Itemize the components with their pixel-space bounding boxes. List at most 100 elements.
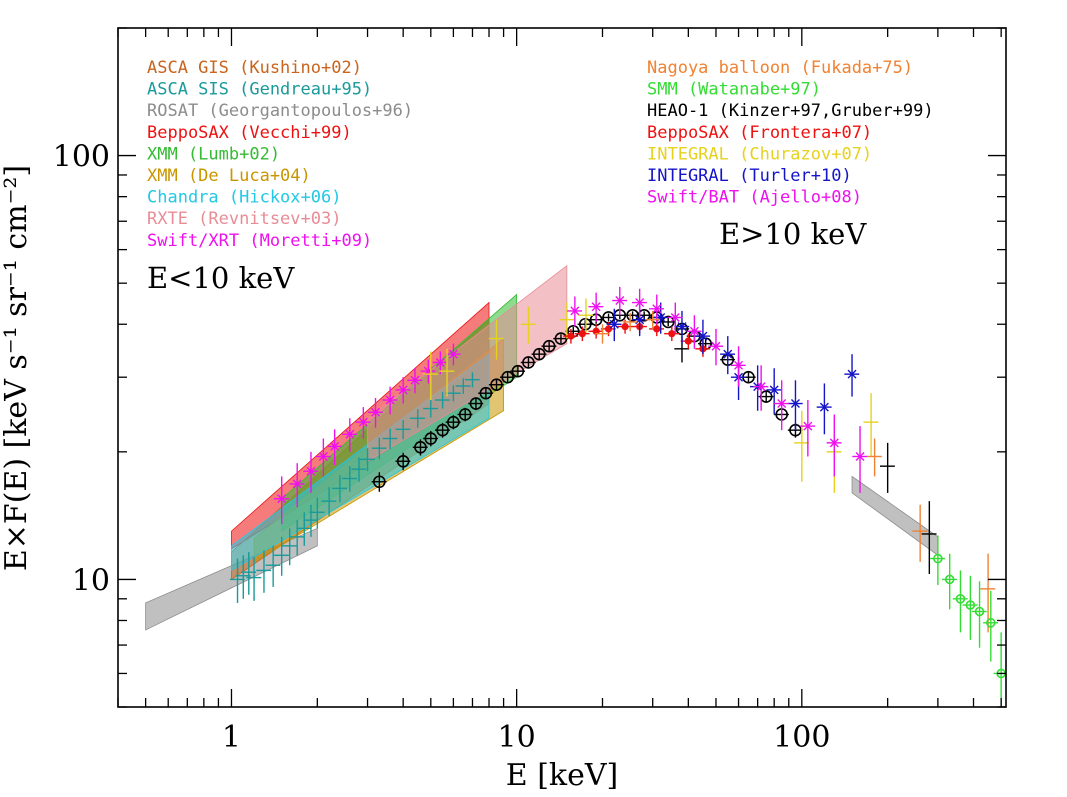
data-point (468, 397, 484, 411)
data-point (588, 292, 604, 322)
data-point (952, 570, 968, 633)
data-point (303, 451, 319, 493)
data-points (229, 286, 1006, 707)
data-point (753, 365, 769, 411)
data-point (445, 415, 461, 430)
data-point (488, 378, 504, 392)
data-point (464, 372, 480, 388)
data-point (395, 452, 411, 471)
data-point (510, 364, 526, 378)
legend-entry: INTEGRAL (Churazov+07) (647, 144, 872, 164)
data-point (367, 397, 383, 428)
data-point (577, 317, 593, 331)
data-point (921, 501, 937, 574)
data-point (645, 310, 660, 329)
legend-entry: BeppoSAX (Vecchi+99) (147, 123, 352, 143)
legend-right: Nagoya balloon (Fukada+75)SMM (Watanabe+… (647, 58, 934, 208)
data-point (282, 528, 297, 566)
data-point (612, 286, 628, 316)
data-point (457, 407, 473, 422)
data-point (594, 324, 610, 344)
data-point (256, 550, 272, 593)
series-smm-watanabe-97 (930, 535, 1006, 707)
legend-entry: XMM (Lumb+02) (147, 144, 280, 164)
data-point (622, 313, 638, 332)
data-point (962, 575, 978, 640)
data-point (395, 377, 411, 404)
data-point (407, 368, 423, 394)
data-point (382, 386, 398, 415)
data-point (412, 439, 428, 456)
data-point (478, 386, 494, 400)
data-point (816, 383, 832, 435)
data-point (434, 391, 450, 409)
data-point (800, 400, 816, 457)
data-point (649, 321, 664, 337)
data-point (879, 442, 895, 493)
data-point (296, 512, 312, 546)
legend-entry: SMM (Watanabe+97) (647, 80, 821, 100)
data-point (787, 380, 803, 431)
data-point (866, 438, 882, 477)
data-point (844, 354, 860, 397)
data-point (983, 590, 999, 662)
data-point (423, 430, 439, 447)
data-point (371, 472, 387, 492)
y-tick-label: 10 (72, 563, 110, 598)
data-point (695, 319, 711, 355)
data-point (309, 497, 325, 529)
series-heao-1-kinzer-97-gruber-99-high-e (674, 336, 937, 574)
legend-left: ASCA GIS (Kushino+02)ASCA SIS (Gendreau+… (147, 58, 413, 251)
data-point (445, 343, 461, 366)
data-point (653, 302, 668, 334)
data-point (315, 438, 331, 477)
data-point (289, 463, 305, 508)
data-point (942, 553, 957, 610)
data-point (852, 426, 868, 493)
legend-entry: Swift/BAT (Ajello+08) (647, 188, 862, 208)
data-point (246, 556, 262, 601)
legend-entry: HEAO-1 (Kinzer+97,Gruber+99) (647, 101, 934, 121)
data-point (541, 339, 557, 353)
data-point (667, 302, 683, 334)
data-point (355, 407, 371, 439)
data-point (567, 296, 583, 327)
data-point (863, 393, 879, 457)
series-integral-turler-10 (606, 302, 860, 435)
data-point (631, 288, 647, 318)
data-point (235, 555, 251, 599)
data-point (342, 466, 358, 492)
data-point (488, 319, 504, 360)
data-point (600, 311, 616, 324)
data-point (371, 437, 387, 460)
axis-ticks (117, 27, 1006, 708)
series-swift-bat-ajello-08 (567, 286, 868, 493)
data-point (674, 310, 690, 344)
data-point (423, 400, 439, 418)
data-point (912, 504, 928, 562)
data-point (382, 428, 398, 450)
legend-entry: ASCA GIS (Kushino+02) (147, 58, 362, 78)
annotation-low-energy: E<10 keV (147, 261, 295, 295)
series-nagoya-balloon-fukada-75 (594, 310, 996, 633)
annotation-high-energy: E>10 keV (719, 217, 867, 251)
legend-entry: RXTE (Revnitsev+03) (147, 209, 341, 229)
data-point (359, 448, 375, 472)
data-point (321, 487, 337, 517)
data-point (434, 422, 450, 438)
legend-entry: BeppoSAX (Frontera+07) (647, 123, 872, 143)
legend-entry: ROSAT (Georgantopoulos+96) (147, 101, 413, 121)
data-point (720, 336, 735, 375)
data-point (660, 315, 676, 329)
data-point (730, 346, 746, 387)
data-point (332, 475, 348, 503)
data-point (274, 536, 289, 576)
legend-entry: ASCA SIS (Gendreau+95) (147, 80, 372, 100)
data-point (766, 368, 782, 415)
x-tick-label: 1 (222, 720, 241, 755)
series-integral-churazov-07 (423, 298, 879, 493)
data-point (708, 328, 724, 366)
data-point (274, 476, 289, 525)
data-point (664, 326, 680, 342)
